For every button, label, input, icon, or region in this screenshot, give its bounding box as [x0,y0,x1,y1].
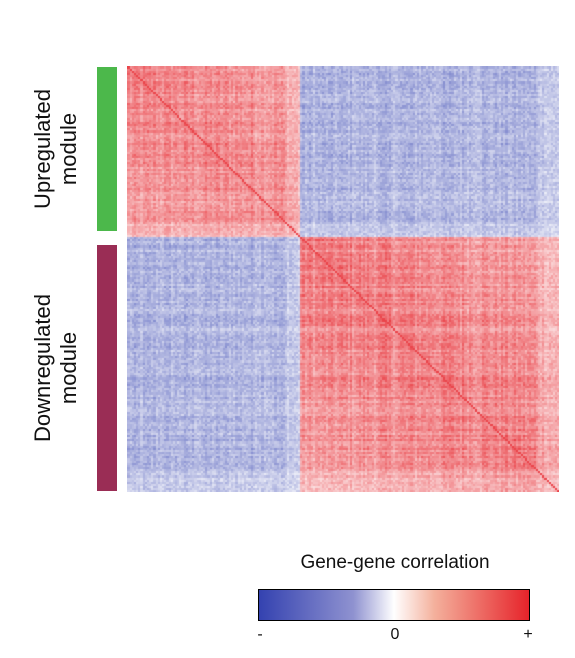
colorbar [258,589,530,621]
colorbar-tick-max: + [523,626,533,643]
downregulated-module-label: Downregulated module [30,294,81,442]
downregulated-module-bar [97,245,117,491]
colorbar-tick-zero: 0 [390,626,400,643]
colorbar-title: Gene-gene correlation [300,552,490,573]
upregulated-module-bar [97,67,117,231]
correlation-heatmap [127,66,559,492]
colorbar-tick-min: - [257,626,263,643]
